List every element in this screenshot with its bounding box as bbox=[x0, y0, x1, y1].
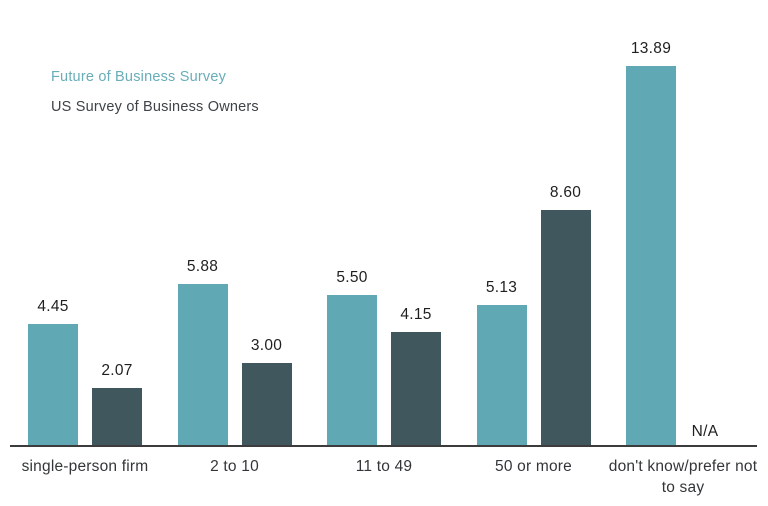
value-label-series1-group2: 5.88 bbox=[186, 258, 219, 275]
legend-series2-label: US Survey of Business Owners bbox=[51, 99, 259, 115]
bar-series2-group3 bbox=[391, 332, 441, 445]
bar-series1-group2 bbox=[177, 284, 228, 445]
value-label-series1-group5: 13.89 bbox=[630, 40, 672, 57]
value-label-series1-group4: 5.13 bbox=[485, 279, 518, 296]
value-label-series2-group1: 2.07 bbox=[101, 362, 133, 379]
legend-series1-label: Future of Business Survey bbox=[51, 69, 227, 85]
bar-series1-group5 bbox=[626, 66, 676, 445]
legend: Future of Business Survey US Survey of B… bbox=[51, 62, 259, 122]
category-label-group2: 2 to 10 bbox=[210, 458, 259, 475]
bar-series2-group2 bbox=[241, 363, 292, 445]
value-label-series2-group3: 4.15 bbox=[400, 306, 432, 323]
x-axis-line bbox=[10, 445, 757, 447]
bar-series2-group1 bbox=[92, 388, 142, 445]
category-label-group4: 50 or more bbox=[495, 458, 572, 475]
bar-series1-group3 bbox=[327, 295, 377, 445]
value-label-series1-group3: 5.50 bbox=[336, 269, 368, 286]
category-label-group5: don't know/prefer not to say bbox=[608, 458, 758, 496]
value-label-series2-group2: 3.00 bbox=[250, 337, 283, 354]
value-label-series1-group1: 4.45 bbox=[37, 298, 69, 315]
bar-series2-group4 bbox=[540, 210, 591, 445]
na-label-series2-group5: N/A bbox=[691, 423, 719, 440]
category-label-group1: single-person firm bbox=[21, 458, 149, 475]
category-label-group3: 11 to 49 bbox=[355, 458, 413, 475]
bar-series1-group1 bbox=[28, 324, 78, 445]
value-label-series2-group4: 8.60 bbox=[549, 184, 582, 201]
bar-series1-group4 bbox=[476, 305, 527, 445]
